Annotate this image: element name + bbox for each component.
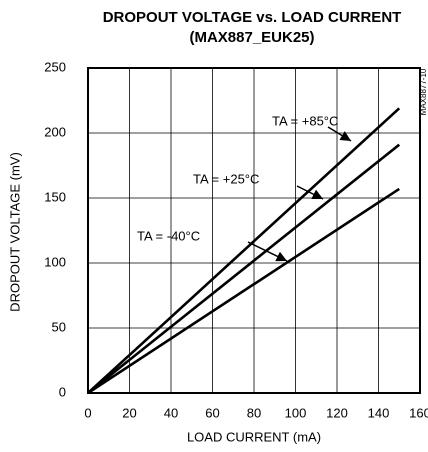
y-axis-label: DROPOUT VOLTAGE (mV) [7,152,22,312]
annotation-arrow [247,241,288,262]
series-line [87,143,401,395]
x-tick-label: 80 [247,405,261,420]
x-tick-label: 20 [122,405,136,420]
annotation-arrow [327,126,352,142]
x-tick-label: 100 [285,405,307,420]
y-tick-label: 0 [59,384,66,399]
x-axis-label: LOAD CURRENT (mA) [187,429,321,444]
x-tick-label: 0 [84,405,91,420]
annotation-arrow [296,185,324,200]
y-tick-label: 200 [44,124,66,139]
x-tick-label: 60 [205,405,219,420]
plot-frame [87,67,421,394]
side-note: MAX8877-10 [419,68,428,115]
series-label: TA = -40°C [137,228,200,243]
y-tick-label: 100 [44,254,66,269]
chart-subtitle: (MAX887_EUK25) [189,29,314,46]
y-tick-label: 50 [52,319,66,334]
series-label: TA = +25°C [193,171,259,186]
series-line [87,187,400,395]
series-line [87,107,401,394]
y-tick-label: 250 [44,59,66,74]
chart-title: DROPOUT VOLTAGE vs. LOAD CURRENT [103,9,402,26]
x-tick-label: 40 [164,405,178,420]
x-tick-label: 120 [326,405,348,420]
x-tick-label: 140 [368,405,390,420]
x-tick-label: 160 [409,405,428,420]
series-label: TA = +85°C [272,113,338,128]
y-tick-label: 150 [44,189,66,204]
